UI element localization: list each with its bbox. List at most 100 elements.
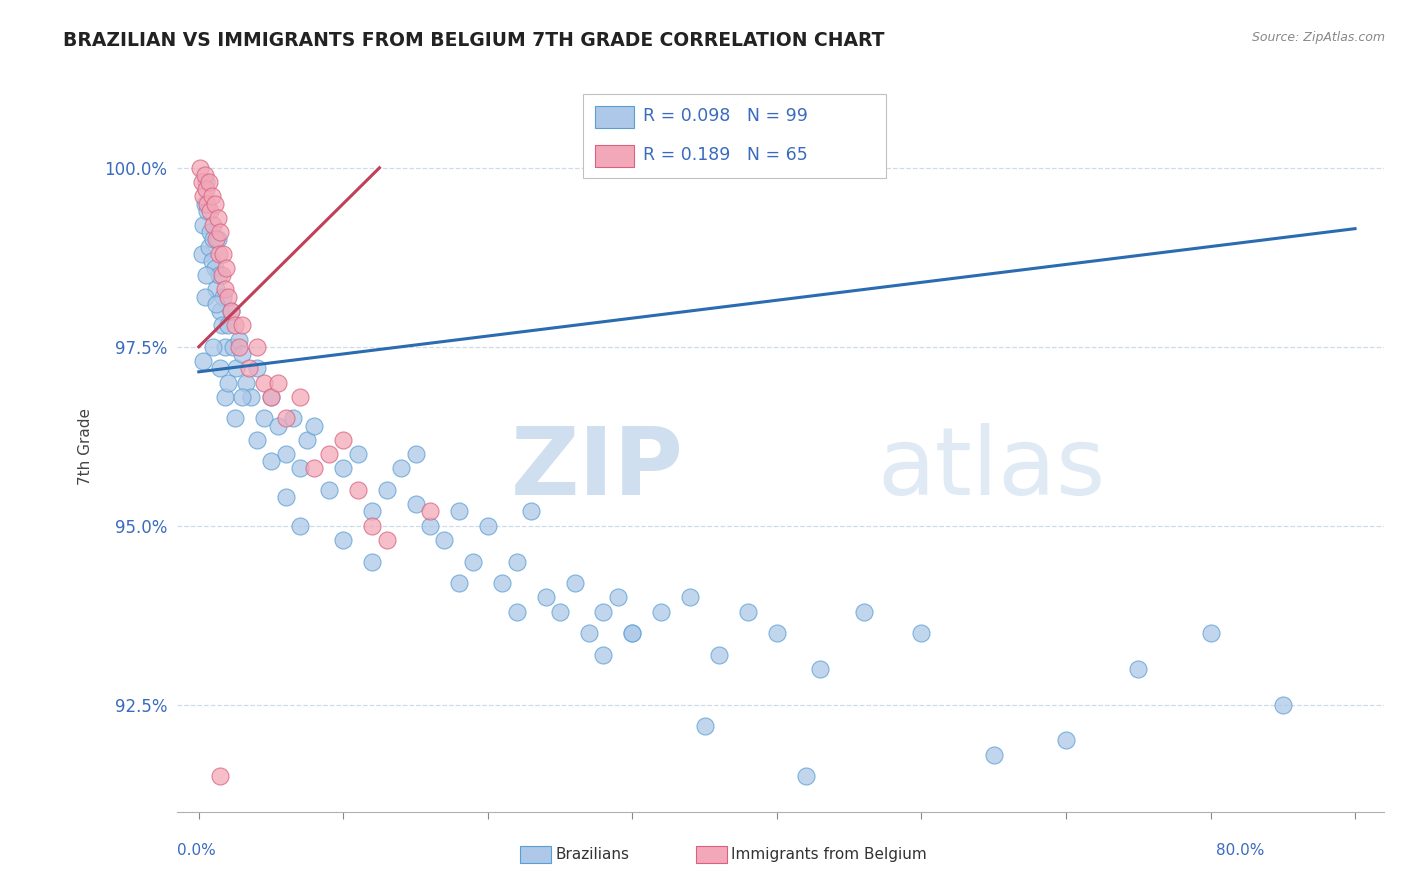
Point [215,260,238,275]
Point [983,747,1005,762]
Point [195,268,218,282]
Point [217,318,239,333]
Point [389,461,412,475]
Point [202,218,225,232]
Point [191,354,214,368]
Point [910,626,932,640]
Point [235,376,257,390]
Point [1054,733,1077,747]
Point [222,340,245,354]
Point [288,518,311,533]
Point [332,433,354,447]
Point [477,518,499,533]
Text: Brazilians: Brazilians [555,847,630,862]
Point [197,196,219,211]
Point [520,504,543,518]
Point [548,605,571,619]
Point [592,605,614,619]
Point [201,253,224,268]
Point [209,361,232,376]
Point [1128,662,1150,676]
Point [214,390,236,404]
Point [506,555,529,569]
Point [195,182,218,196]
Point [231,390,253,404]
Point [188,161,211,175]
Point [260,390,283,404]
Point [852,605,875,619]
Point [202,340,225,354]
Point [238,361,260,376]
Point [606,591,628,605]
Point [304,418,326,433]
Point [737,605,759,619]
Point [693,719,716,733]
Point [707,648,730,662]
Point [204,260,226,275]
Point [205,232,228,246]
Point [346,447,368,461]
Point [191,218,214,232]
Point [193,168,215,182]
Point [419,504,441,518]
Point [346,483,368,497]
Point [766,626,789,640]
Point [433,533,456,547]
Point [361,504,384,518]
Point [592,648,614,662]
Point [405,447,427,461]
Point [217,290,239,304]
Point [253,411,276,425]
Point [447,504,470,518]
Point [361,518,384,533]
Point [318,483,340,497]
Point [211,268,233,282]
Point [193,290,215,304]
Point [209,225,232,239]
Point [332,461,354,475]
Point [212,246,235,260]
Point [228,333,250,347]
Point [578,626,600,640]
Point [246,361,269,376]
Point [506,605,529,619]
Point [190,175,212,189]
Text: Source: ZipAtlas.com: Source: ZipAtlas.com [1251,31,1385,45]
Point [463,555,485,569]
Point [621,626,644,640]
Point [274,490,297,504]
Point [1271,698,1294,712]
Point [621,626,644,640]
Point [564,576,586,591]
Point [225,361,247,376]
Point [219,304,242,318]
Point [534,591,557,605]
Text: Immigrants from Belgium: Immigrants from Belgium [731,847,927,862]
Point [253,376,276,390]
Point [207,211,229,225]
Point [224,411,246,425]
Point [219,304,242,318]
Point [405,497,427,511]
Point [332,533,354,547]
Point [295,433,318,447]
Point [267,418,290,433]
Point [304,461,326,475]
Text: R = 0.189   N = 65: R = 0.189 N = 65 [643,146,807,164]
Point [274,411,297,425]
Point [190,246,212,260]
Point [491,576,513,591]
Text: 0.0%: 0.0% [177,843,217,858]
Point [288,390,311,404]
Point [191,189,214,203]
Point [650,605,672,619]
Point [209,304,232,318]
Point [231,318,253,333]
Point [201,189,224,203]
Point [217,376,239,390]
Point [274,447,297,461]
Point [214,340,236,354]
Point [197,203,219,218]
Point [260,454,283,468]
Point [200,203,222,218]
